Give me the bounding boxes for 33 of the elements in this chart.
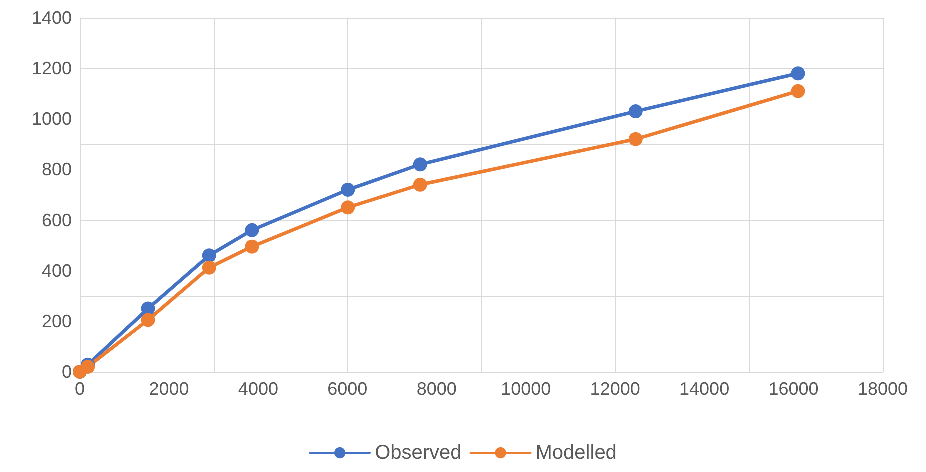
y-tick-label: 800 <box>42 160 72 180</box>
point <box>245 223 260 238</box>
x-tick-label: 14000 <box>680 379 730 399</box>
point <box>202 248 216 263</box>
y-tick-label: 400 <box>42 260 72 281</box>
x-tick-label: 8000 <box>416 379 457 399</box>
point <box>628 132 643 146</box>
y-tick-label: 1200 <box>32 58 72 79</box>
legend-label: Observed <box>375 442 462 464</box>
x-tick-label: 10000 <box>501 379 552 399</box>
x-tick-label: 4000 <box>238 379 278 399</box>
point <box>413 178 428 192</box>
x-tick-label: 2000 <box>149 379 190 399</box>
x-tick-label: 18000 <box>858 379 908 399</box>
point <box>791 84 806 98</box>
x-tick-label: 16000 <box>768 379 819 399</box>
point <box>341 182 356 197</box>
y-tick-label: 1000 <box>32 109 72 130</box>
x-tick-label: 6000 <box>328 379 368 399</box>
point <box>791 66 806 81</box>
x-tick-label: 0 <box>74 379 86 399</box>
point <box>245 240 260 254</box>
point <box>141 313 156 328</box>
x-tick-label: 12000 <box>590 379 640 399</box>
y-tick-label: 600 <box>42 210 72 230</box>
legend-label: Modelled <box>536 442 617 464</box>
y-tick-label: 1400 <box>32 8 72 28</box>
point <box>202 260 216 275</box>
point <box>628 104 643 119</box>
y-tick-label: 0 <box>62 362 72 382</box>
y-tick-label: 200 <box>42 311 72 332</box>
point <box>341 200 356 215</box>
point <box>413 158 428 172</box>
